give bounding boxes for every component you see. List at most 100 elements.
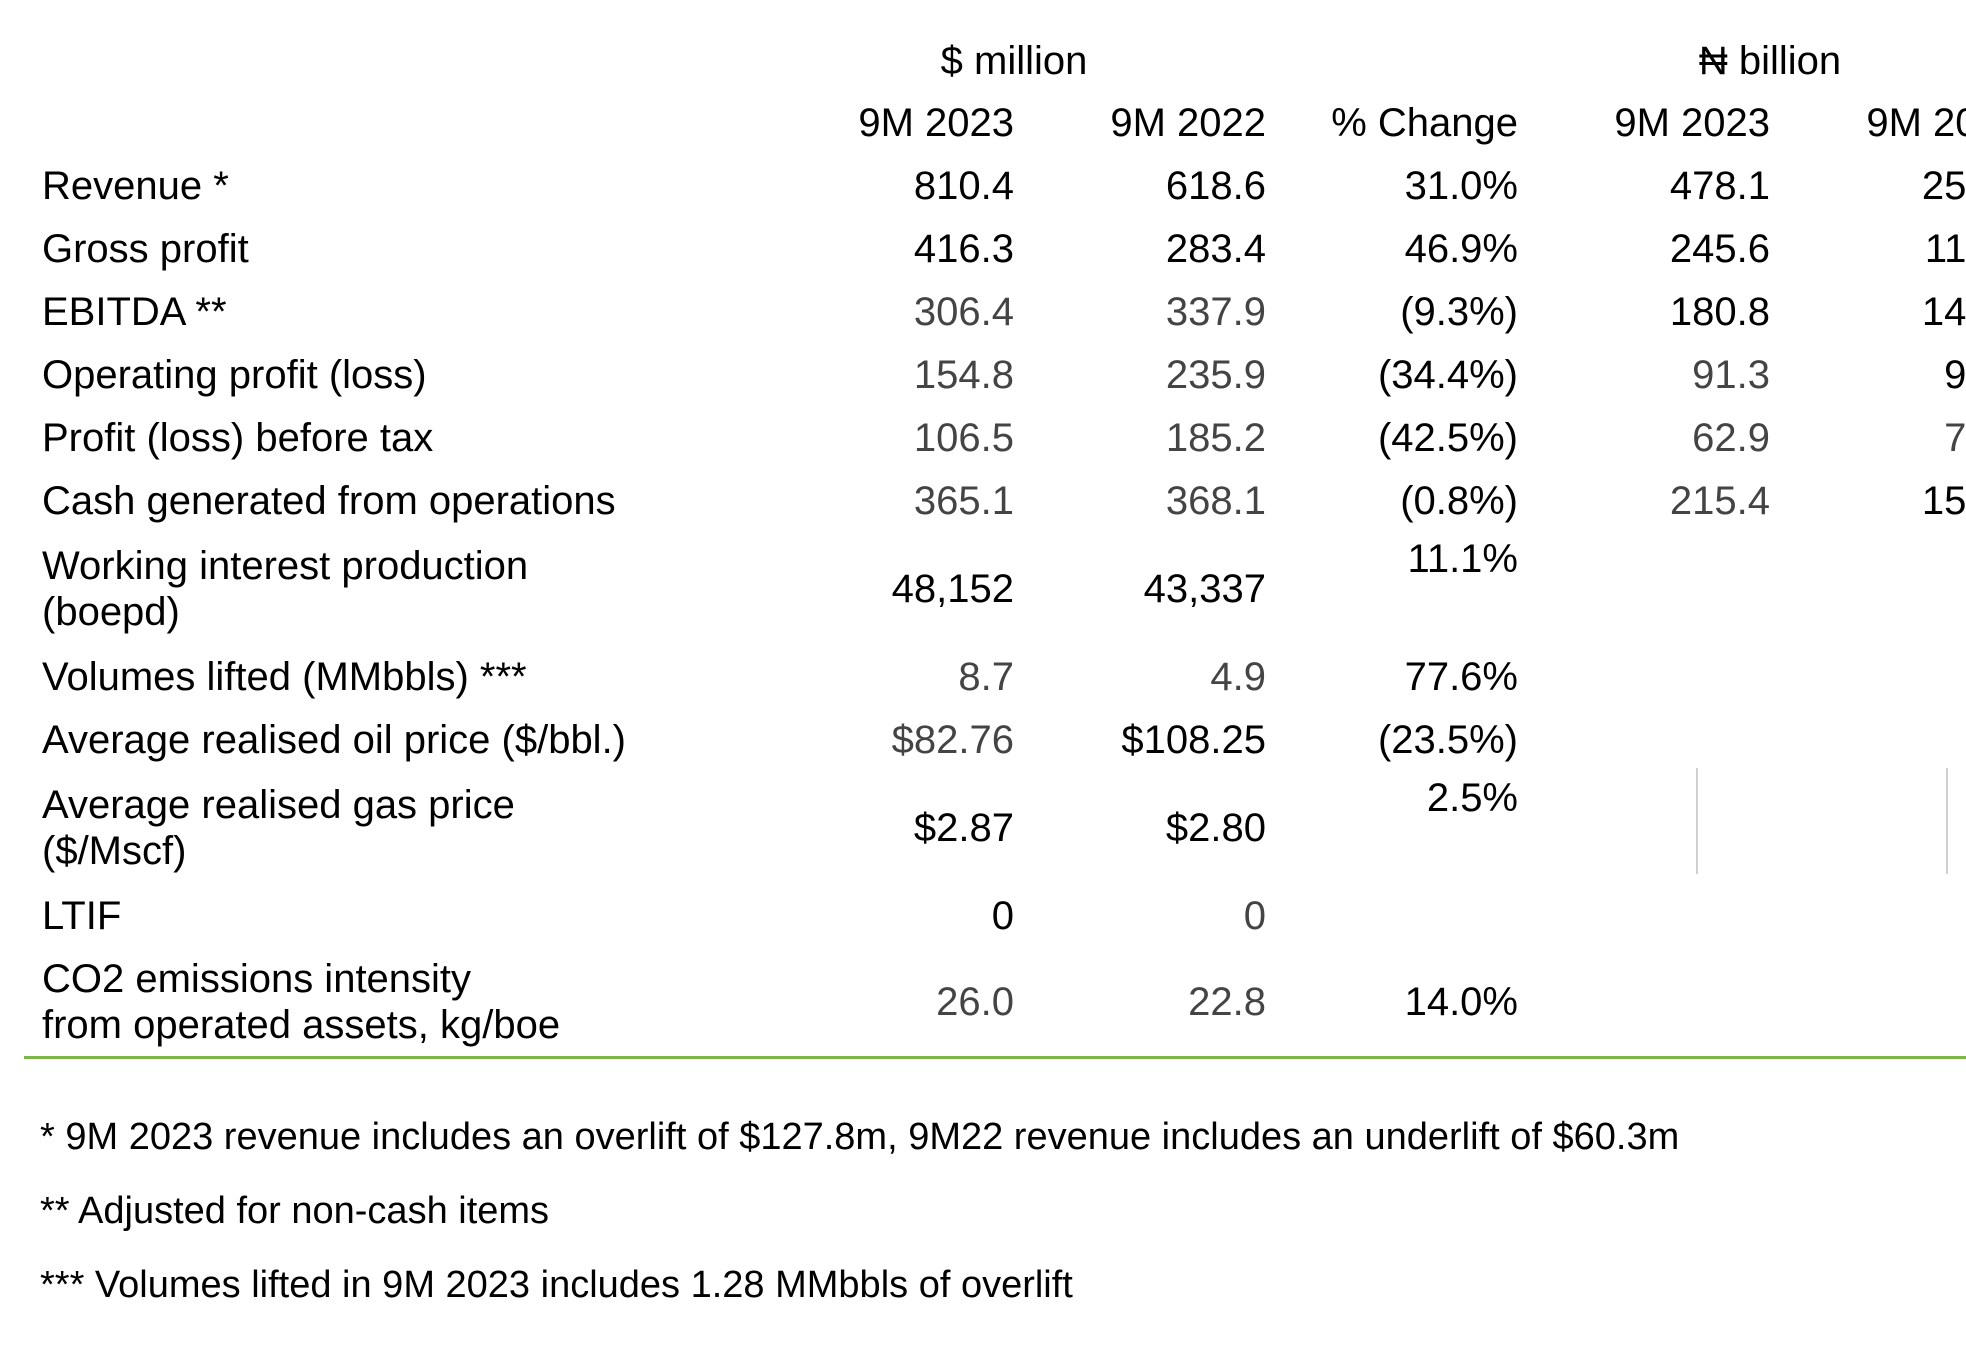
row-label-line1: Average realised gas price [42,782,515,827]
column-header-row: 9M 2023 9M 2022 % Change 9M 2023 9M 2022 [24,92,1966,154]
usd-2023-value: 26.0 [762,947,1014,1059]
usd-2022-value: $108.25 [1121,717,1266,762]
table-row-cash-from-operations: Cash generated from operations 365.1 368… [24,469,1966,532]
empty-cell [24,30,762,92]
footnotes: * 9M 2023 revenue includes an overlift o… [40,1115,1679,1337]
usd-2023-value: 365.1 [913,478,1014,523]
usd-2023-value: 154.8 [913,352,1014,397]
unit-ngn-billion: ₦ billion [1698,39,1842,83]
table-row-gas-price: Average realised gas price ($/Mscf) $2.87… [24,771,1966,884]
col-header-ngn-9m-2023: 9M 2023 [1614,101,1770,145]
row-label-line2: from operated assets, kg/boe [42,1002,561,1047]
table-row-volumes-lifted: Volumes lifted (MMbbls) *** 8.7 4.9 77.6… [24,645,1966,708]
empty-cell [1518,947,1770,1059]
empty-cell [1770,708,1966,771]
ngn-2022-value: 258.7 [1921,163,1966,208]
empty-cell [1266,884,1518,947]
empty-cell [1266,30,1518,92]
table-row-revenue: Revenue * 810.4 618.6 31.0% 478.1 258.7 [24,154,1966,217]
ngn-2023-value: 215.4 [1669,478,1770,523]
empty-cell [1770,532,1966,645]
unit-usd-million: $ million [940,39,1088,83]
footnote-volumes: *** Volumes lifted in 9M 2023 includes 1… [40,1264,1073,1306]
table-row-ebitda: EBITDA ** 306.4 337.9 (9.3%) 180.8 141.3 [24,280,1966,343]
ngn-2023-value: 478.1 [1669,163,1770,208]
footnote-ebitda: ** Adjusted for non-cash items [40,1190,550,1232]
empty-cell [1518,532,1770,645]
empty-cell [1518,645,1770,708]
usd-2023-value: $82.76 [891,717,1014,762]
ngn-2022-value: 98.6 [1944,352,1966,397]
ngn-2023-value: 91.3 [1692,352,1770,397]
ngn-2023-value: 62.9 [1692,415,1770,460]
usd-2022-value: 283.4 [1165,226,1266,271]
usd-2023-value: 106.5 [913,415,1014,460]
row-label-line1: CO2 emissions intensity [42,956,472,1001]
table-row-working-interest-production: Working interest production (boepd) 48,15… [24,532,1966,645]
change-value: (0.8%) [1400,478,1518,523]
column-divider-line [1946,768,1948,874]
ngn-2023-value: 245.6 [1669,226,1770,271]
footnote-revenue: * 9M 2023 revenue includes an overlift o… [40,1116,1680,1158]
table-row-gross-profit: Gross profit 416.3 283.4 46.9% 245.6 118… [24,217,1966,280]
usd-2022-value: 337.9 [1165,289,1266,334]
row-label: Average realised oil price ($/bbl.) [42,717,627,762]
ngn-2022-value: 77.5 [1944,415,1966,460]
ngn-2022-value: 154.0 [1921,478,1966,523]
usd-2023-value: 810.4 [913,163,1014,208]
usd-2022-value: 618.6 [1165,163,1266,208]
change-value: (42.5%) [1377,415,1518,460]
empty-cell [24,92,762,154]
usd-2022-value: 43,337 [1143,566,1266,611]
financial-summary-table: $ million ₦ billion 9M 2023 9M 2022 % Ch… [24,30,1966,1059]
table-row-oil-price: Average realised oil price ($/bbl.) $82.… [24,708,1966,771]
row-label: Cash generated from operations [42,478,616,523]
usd-2022-value: $2.80 [1165,805,1266,850]
row-label: Volumes lifted (MMbbls) *** [42,654,527,699]
row-label: Revenue * [42,163,229,208]
row-label-line2: (boepd) [42,589,180,634]
ngn-2022-value: 141.3 [1921,289,1966,334]
usd-2023-value: $2.87 [913,805,1014,850]
ngn-2022-value: 118.5 [1924,226,1966,271]
row-label: Profit (loss) before tax [42,415,434,460]
column-divider-line [1696,768,1698,874]
table-row-profit-before-tax: Profit (loss) before tax 106.5 185.2 (42… [24,406,1966,469]
empty-cell [1518,884,1770,947]
usd-2022-value: 22.8 [1014,947,1266,1059]
usd-2022-value: 235.9 [1165,352,1266,397]
row-label: EBITDA ** [42,289,227,334]
table-row-co2-intensity: CO2 emissions intensity from operated ass… [24,947,1966,1059]
usd-2022-value: 0 [1243,893,1266,938]
change-value: 46.9% [1404,226,1518,271]
usd-2023-value: 306.4 [913,289,1014,334]
row-label: Gross profit [42,226,249,271]
usd-2023-value: 48,152 [891,566,1014,611]
row-label-line2: ($/Mscf) [42,828,187,873]
col-header-usd-9m-2022: 9M 2022 [1110,101,1266,145]
col-header-ngn-9m-2022: 9M 2022 [1866,101,1966,145]
change-value: (9.3%) [1400,289,1518,334]
usd-2022-value: 368.1 [1165,478,1266,523]
table-row-ltif: LTIF 0 0 [24,884,1966,947]
col-header-usd-9m-2023: 9M 2023 [858,101,1014,145]
change-value: 2.5% [1426,776,1518,820]
col-header-change: % Change [1331,101,1518,145]
row-label: Working interest production (boepd) [24,532,762,645]
usd-2023-value: 416.3 [913,226,1014,271]
empty-cell [1770,947,1966,1059]
change-value: 31.0% [1404,163,1518,208]
ngn-2023-value: 180.8 [1669,289,1770,334]
row-label: Operating profit (loss) [42,352,427,397]
unit-header-row: $ million ₦ billion [24,30,1966,92]
usd-2023-value: 0 [991,893,1014,938]
empty-cell [1770,645,1966,708]
usd-2022-value: 4.9 [1210,654,1266,699]
change-value: 77.6% [1404,654,1518,699]
row-label: CO2 emissions intensity from operated ass… [24,947,762,1059]
empty-cell [1518,708,1770,771]
empty-cell [1518,771,1770,884]
usd-2022-value: 185.2 [1165,415,1266,460]
empty-cell [1770,771,1966,884]
